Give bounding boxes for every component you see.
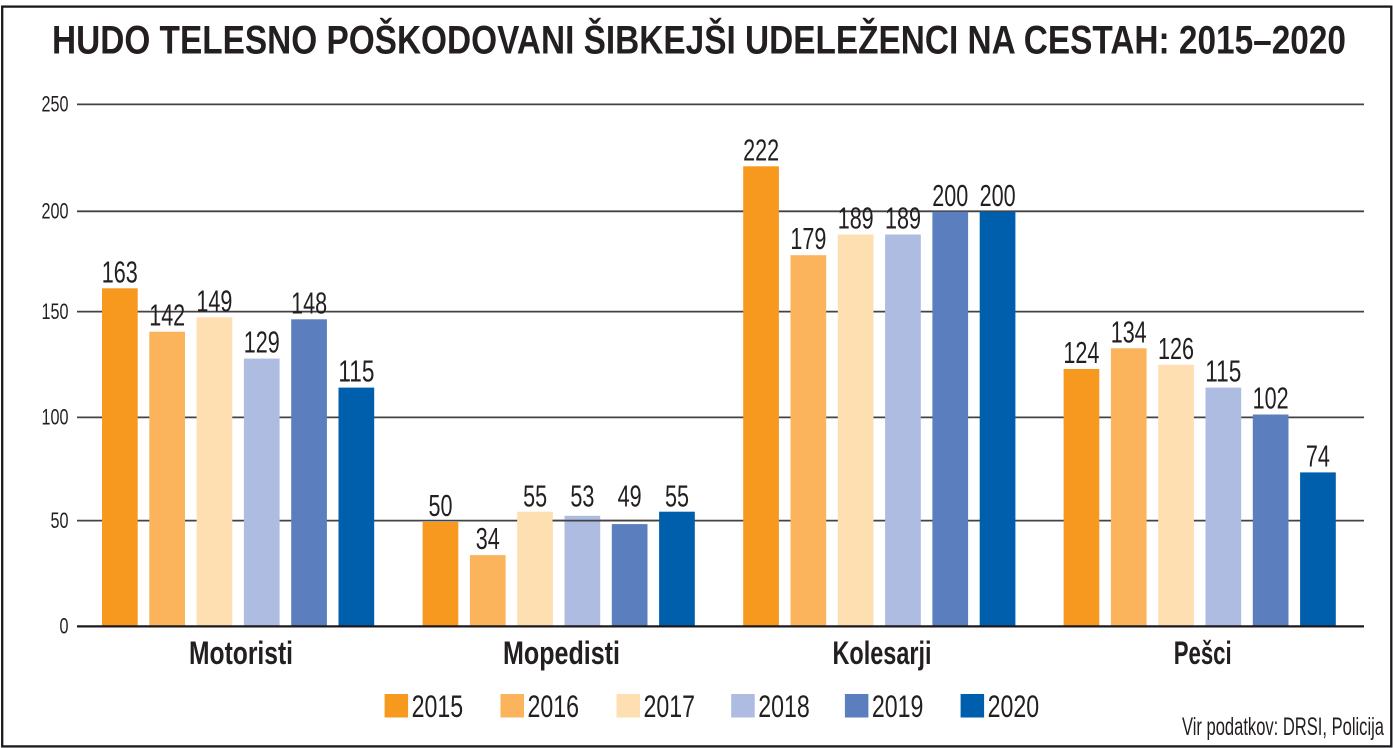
svg-text:50: 50 <box>429 488 453 523</box>
svg-text:134: 134 <box>1111 314 1147 349</box>
svg-text:49: 49 <box>618 479 642 514</box>
svg-text:179: 179 <box>790 221 826 256</box>
svg-text:2020: 2020 <box>988 688 1040 724</box>
svg-text:200: 200 <box>980 178 1016 213</box>
svg-text:2019: 2019 <box>872 688 924 724</box>
svg-text:149: 149 <box>196 283 232 318</box>
svg-text:Pešci: Pešci <box>1174 635 1232 671</box>
svg-text:100: 100 <box>42 405 69 430</box>
svg-text:55: 55 <box>523 479 547 514</box>
svg-text:2018: 2018 <box>758 688 810 724</box>
svg-text:189: 189 <box>838 201 874 236</box>
svg-text:Motoristi: Motoristi <box>189 635 293 671</box>
svg-text:53: 53 <box>570 479 594 514</box>
svg-text:34: 34 <box>476 521 500 556</box>
svg-text:250: 250 <box>42 92 69 117</box>
svg-text:115: 115 <box>1205 354 1241 389</box>
svg-text:124: 124 <box>1063 335 1099 370</box>
svg-text:222: 222 <box>743 132 779 167</box>
svg-text:2015: 2015 <box>412 688 464 724</box>
svg-text:55: 55 <box>665 479 689 514</box>
svg-text:Mopedisti: Mopedisti <box>503 635 620 671</box>
svg-text:200: 200 <box>932 178 968 213</box>
svg-text:102: 102 <box>1253 381 1289 416</box>
svg-text:2017: 2017 <box>644 688 696 724</box>
svg-text:2016: 2016 <box>528 688 580 724</box>
svg-text:Kolesarji: Kolesarji <box>833 635 932 671</box>
svg-text:189: 189 <box>885 201 921 236</box>
svg-text:129: 129 <box>244 325 280 360</box>
svg-text:200: 200 <box>42 199 69 224</box>
svg-text:50: 50 <box>51 508 69 533</box>
svg-text:126: 126 <box>1158 331 1194 366</box>
svg-text:74: 74 <box>1306 438 1330 473</box>
svg-text:HUDO TELESNO POŠKODOVANI ŠIBKE: HUDO TELESNO POŠKODOVANI ŠIBKEJŠI UDELEŽ… <box>52 17 1346 63</box>
svg-text:0: 0 <box>60 614 69 639</box>
svg-text:148: 148 <box>291 285 327 320</box>
svg-text:163: 163 <box>102 254 138 289</box>
svg-text:115: 115 <box>338 354 374 389</box>
svg-text:Vir podatkov: DRSI, Policija: Vir podatkov: DRSI, Policija <box>1182 713 1384 741</box>
svg-text:150: 150 <box>42 299 69 324</box>
svg-text:142: 142 <box>149 298 185 333</box>
